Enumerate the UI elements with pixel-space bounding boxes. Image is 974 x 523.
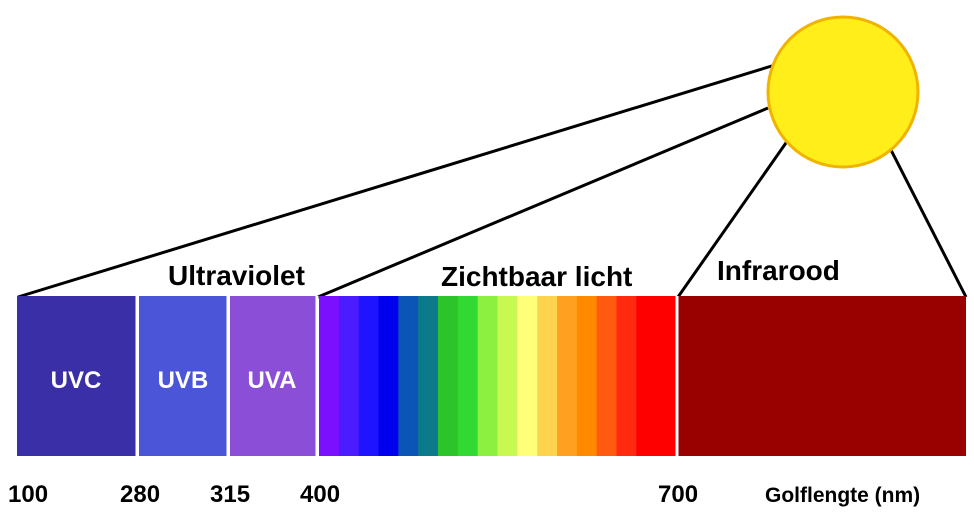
visible-stripe (596, 296, 618, 456)
visible-stripe (517, 296, 538, 456)
visible-stripe (457, 296, 479, 456)
visible-stripe (418, 296, 439, 456)
infrared-label: Infrarood (717, 255, 840, 286)
ray-infrared-right (888, 147, 968, 298)
infrared-band (678, 296, 966, 456)
axis-label: Golflengte (nm) (765, 484, 920, 507)
visible-stripe (636, 296, 657, 456)
visible-stripe (497, 296, 518, 456)
tick-label: 400 (300, 481, 340, 508)
visible-stripe (398, 296, 419, 456)
uv-band-uvb (139, 296, 228, 456)
visible-light-label: Zichtbaar licht (441, 261, 632, 292)
uv-band-uvc (17, 296, 137, 456)
ray-visible-left (317, 106, 769, 299)
ray-infrared-left (676, 139, 790, 298)
sun-icon (766, 15, 920, 169)
ray-uvc-left (17, 63, 776, 299)
visible-spectrum (319, 296, 677, 456)
uv-bands (17, 296, 317, 456)
tick-label: 315 (210, 481, 250, 508)
visible-stripe (338, 296, 360, 456)
visible-stripe (477, 296, 499, 456)
uva-label: UVA (248, 367, 297, 394)
visible-stripe (438, 296, 459, 456)
visible-stripe (557, 296, 578, 456)
tick-label: 280 (120, 481, 160, 508)
visible-stripe (576, 296, 598, 456)
tick-label: 700 (658, 481, 698, 508)
visible-stripe (537, 296, 558, 456)
tick-label: 100 (8, 481, 48, 508)
uvb-label: UVB (158, 367, 209, 394)
visible-stripe (616, 296, 637, 456)
ultraviolet-label: Ultraviolet (168, 260, 305, 291)
sun-rays (17, 63, 968, 299)
uv-band-uva (230, 296, 317, 456)
visible-stripe (378, 296, 399, 456)
uvc-label: UVC (51, 367, 102, 394)
visible-stripe (358, 296, 380, 456)
visible-stripe (656, 296, 677, 456)
band-separators (135, 296, 679, 456)
visible-stripe (319, 296, 340, 456)
